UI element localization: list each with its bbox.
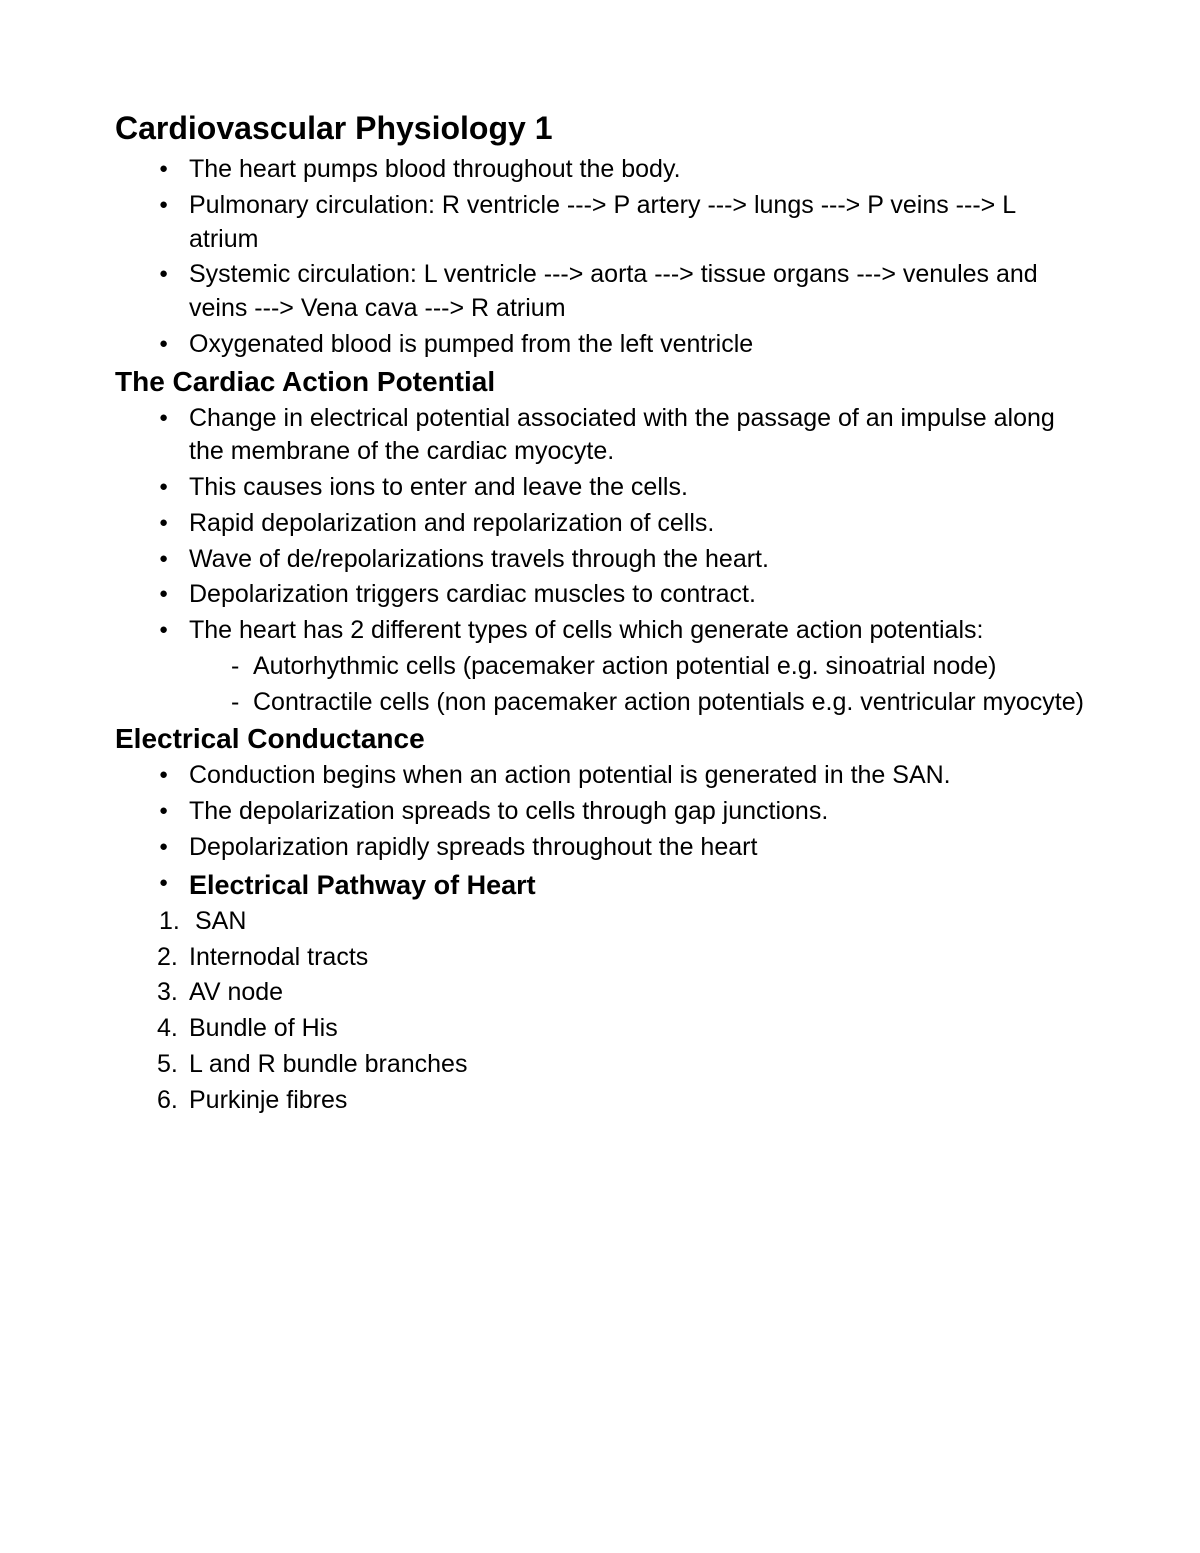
intro-list: The heart pumps blood throughout the bod… [115, 153, 1085, 362]
numbered-item: Purkinje fibres [167, 1084, 1085, 1118]
list-item: Systemic circulation: L ventricle ---> a… [167, 258, 1085, 326]
numbered-item: Internodal tracts [167, 941, 1085, 975]
section-heading-cardiac-action: The Cardiac Action Potential [115, 366, 1085, 398]
list-item-text: The heart has 2 different types of cells… [189, 616, 983, 644]
bold-bullet-electrical-pathway: Electrical Pathway of Heart [167, 867, 1085, 903]
page-title: Cardiovascular Physiology 1 [115, 110, 1085, 147]
list-item: Pulmonary circulation: R ventricle ---> … [167, 189, 1085, 257]
list-item: Depolarization triggers cardiac muscles … [167, 578, 1085, 612]
numbered-item: L and R bundle branches [167, 1048, 1085, 1082]
list-item: This causes ions to enter and leave the … [167, 471, 1085, 505]
electrical-conductance-list: Conduction begins when an action potenti… [115, 759, 1085, 903]
list-item: Rapid depolarization and repolarization … [167, 507, 1085, 541]
list-item: The depolarization spreads to cells thro… [167, 795, 1085, 829]
cardiac-action-list: Change in electrical potential associate… [115, 402, 1085, 720]
list-item: Wave of de/repolarizations travels throu… [167, 543, 1085, 577]
sub-list-item: Autorhythmic cells (pacemaker action pot… [231, 650, 1085, 684]
numbered-item: Bundle of His [167, 1012, 1085, 1046]
list-item: The heart has 2 different types of cells… [167, 614, 1085, 719]
electrical-pathway-list: SAN Internodal tracts AV node Bundle of … [115, 905, 1085, 1118]
sub-list-item: Contractile cells (non pacemaker action … [231, 686, 1085, 720]
numbered-item: SAN [167, 905, 1085, 939]
list-item: Change in electrical potential associate… [167, 402, 1085, 470]
list-item: The heart pumps blood throughout the bod… [167, 153, 1085, 187]
numbered-item: AV node [167, 976, 1085, 1010]
list-item: Conduction begins when an action potenti… [167, 759, 1085, 793]
list-item: Oxygenated blood is pumped from the left… [167, 328, 1085, 362]
cell-types-sublist: Autorhythmic cells (pacemaker action pot… [189, 650, 1085, 720]
list-item: Depolarization rapidly spreads throughou… [167, 831, 1085, 865]
section-heading-electrical-conductance: Electrical Conductance [115, 723, 1085, 755]
